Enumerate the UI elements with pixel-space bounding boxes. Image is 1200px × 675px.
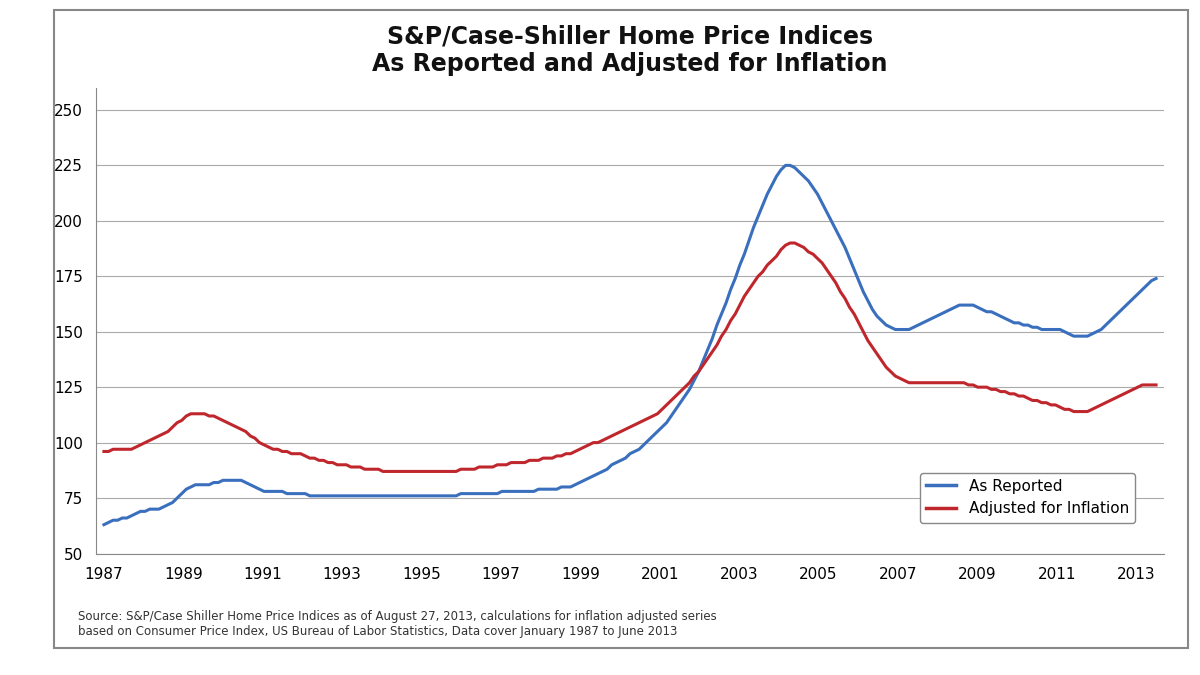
Adjusted for Inflation <box>247 434 262 442</box>
Adjusted for Inflation <box>1148 381 1163 389</box>
Adjusted for Inflation <box>97 448 112 456</box>
Legend: As Reported, Adjusted for Inflation: As Reported, Adjusted for Inflation <box>919 472 1135 522</box>
Line: Adjusted for Inflation: Adjusted for Inflation <box>104 243 1156 471</box>
As Reported <box>247 483 262 491</box>
As Reported <box>545 485 559 493</box>
As Reported <box>1112 308 1127 316</box>
Adjusted for Inflation <box>550 452 564 460</box>
Adjusted for Inflation <box>782 239 797 247</box>
As Reported <box>1103 317 1117 325</box>
Adjusted for Inflation <box>376 467 390 475</box>
As Reported <box>1148 275 1163 283</box>
Adjusted for Inflation <box>1117 389 1132 398</box>
Line: As Reported: As Reported <box>104 165 1156 524</box>
Adjusted for Inflation <box>1108 394 1122 402</box>
As Reported <box>124 512 138 520</box>
Adjusted for Inflation <box>124 446 138 454</box>
Text: Source: S&P/Case Shiller Home Price Indices as of August 27, 2013, calculations : Source: S&P/Case Shiller Home Price Indi… <box>78 610 716 638</box>
Adjusted for Inflation <box>1072 408 1086 416</box>
Title: S&P/Case-Shiller Home Price Indices
As Reported and Adjusted for Inflation: S&P/Case-Shiller Home Price Indices As R… <box>372 24 888 76</box>
As Reported <box>97 520 112 529</box>
As Reported <box>1067 332 1081 340</box>
As Reported <box>779 161 793 169</box>
